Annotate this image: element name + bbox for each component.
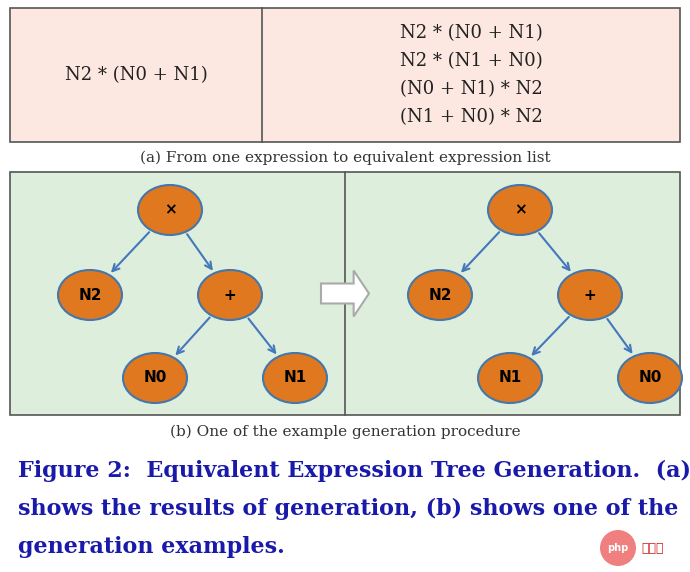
Ellipse shape <box>123 353 187 403</box>
Text: N2: N2 <box>428 288 452 303</box>
Text: php: php <box>607 543 629 553</box>
FancyBboxPatch shape <box>10 172 680 415</box>
Text: (a) From one expression to equivalent expression list: (a) From one expression to equivalent ex… <box>139 151 551 165</box>
Circle shape <box>600 530 636 566</box>
Text: N2: N2 <box>78 288 101 303</box>
Text: Figure 2:  Equivalent Expression Tree Generation.  (a): Figure 2: Equivalent Expression Tree Gen… <box>18 460 690 482</box>
Text: (b) One of the example generation procedure: (b) One of the example generation proced… <box>170 425 520 439</box>
Ellipse shape <box>198 270 262 320</box>
Text: N1: N1 <box>498 371 522 386</box>
Ellipse shape <box>488 185 552 235</box>
Ellipse shape <box>138 185 202 235</box>
Ellipse shape <box>558 270 622 320</box>
Polygon shape <box>321 271 369 316</box>
Text: N2 * (N0 + N1): N2 * (N0 + N1) <box>400 24 542 42</box>
Text: N0: N0 <box>638 371 662 386</box>
Text: shows the results of generation, (b) shows one of the: shows the results of generation, (b) sho… <box>18 498 678 520</box>
Text: (N1 + N0) * N2: (N1 + N0) * N2 <box>400 108 542 126</box>
Text: generation examples.: generation examples. <box>18 536 285 558</box>
Text: N0: N0 <box>144 371 167 386</box>
Text: +: + <box>224 288 237 303</box>
Text: N1: N1 <box>284 371 306 386</box>
Text: ×: × <box>164 202 177 217</box>
Ellipse shape <box>618 353 682 403</box>
Text: (N0 + N1) * N2: (N0 + N1) * N2 <box>400 80 542 98</box>
Text: N2 * (N0 + N1): N2 * (N0 + N1) <box>65 66 208 84</box>
Text: ×: × <box>513 202 526 217</box>
Ellipse shape <box>58 270 122 320</box>
Ellipse shape <box>478 353 542 403</box>
Text: +: + <box>584 288 596 303</box>
Ellipse shape <box>408 270 472 320</box>
Text: N2 * (N1 + N0): N2 * (N1 + N0) <box>400 52 542 70</box>
Text: 中文网: 中文网 <box>642 542 664 554</box>
FancyBboxPatch shape <box>10 8 680 142</box>
Ellipse shape <box>263 353 327 403</box>
